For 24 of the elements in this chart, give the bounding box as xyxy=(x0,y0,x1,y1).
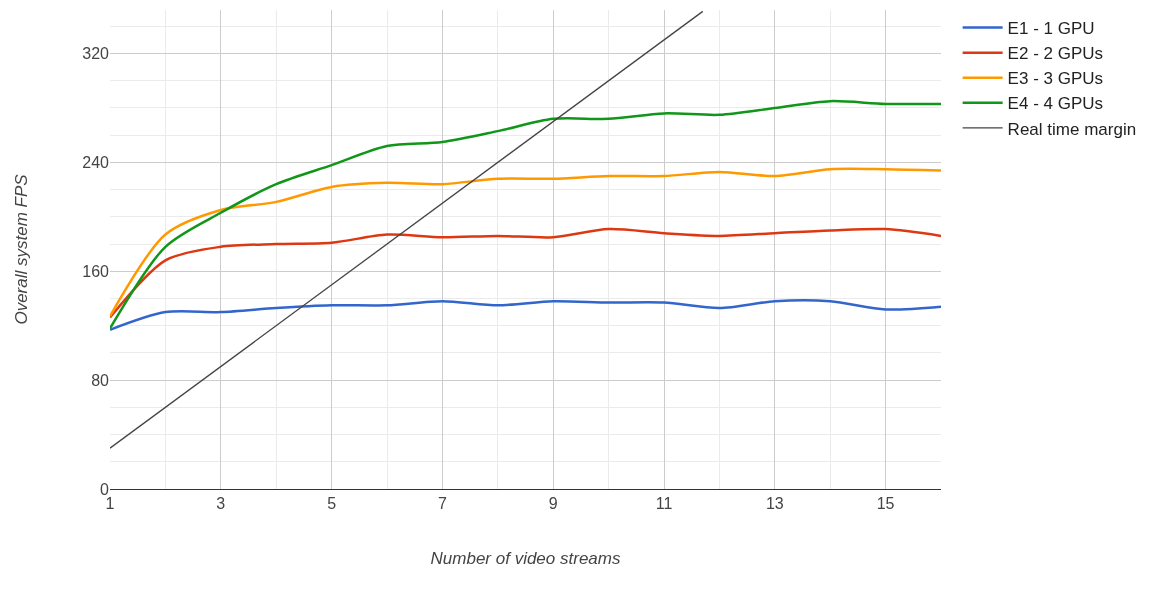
x-tick-label: 7 xyxy=(437,495,447,513)
line-series xyxy=(110,99,941,330)
y-tick-label: 240 xyxy=(82,154,110,172)
x-axis-title: Number of video streams xyxy=(430,548,621,568)
x-tick-label: 15 xyxy=(876,495,895,513)
y-tick-label: 160 xyxy=(82,262,110,280)
legend-label: E2 - 2 GPUs xyxy=(1007,44,1104,64)
legend-label: E3 - 3 GPUs xyxy=(1007,69,1104,89)
x-tick-label: 9 xyxy=(548,495,558,513)
x-tick-label: 13 xyxy=(765,495,784,513)
legend-label: E1 - 1 GPU xyxy=(1007,19,1095,39)
x-tick-label: 11 xyxy=(655,495,673,513)
line-series xyxy=(110,167,941,318)
x-tick-label: 5 xyxy=(327,495,337,513)
line-series xyxy=(110,299,941,332)
legend-label: E4 - 4 GPUs xyxy=(1007,94,1104,114)
line-series xyxy=(110,227,941,319)
x-tick-label: 3 xyxy=(216,495,226,513)
x-tick-label: 1 xyxy=(105,495,115,513)
y-tick-label: 0 xyxy=(100,480,110,498)
legend-label: Real time margin xyxy=(1007,119,1137,139)
y-tick-label: 80 xyxy=(91,371,110,389)
y-tick-label: 320 xyxy=(82,45,110,63)
y-axis-title: Overall system FPS xyxy=(11,173,31,325)
